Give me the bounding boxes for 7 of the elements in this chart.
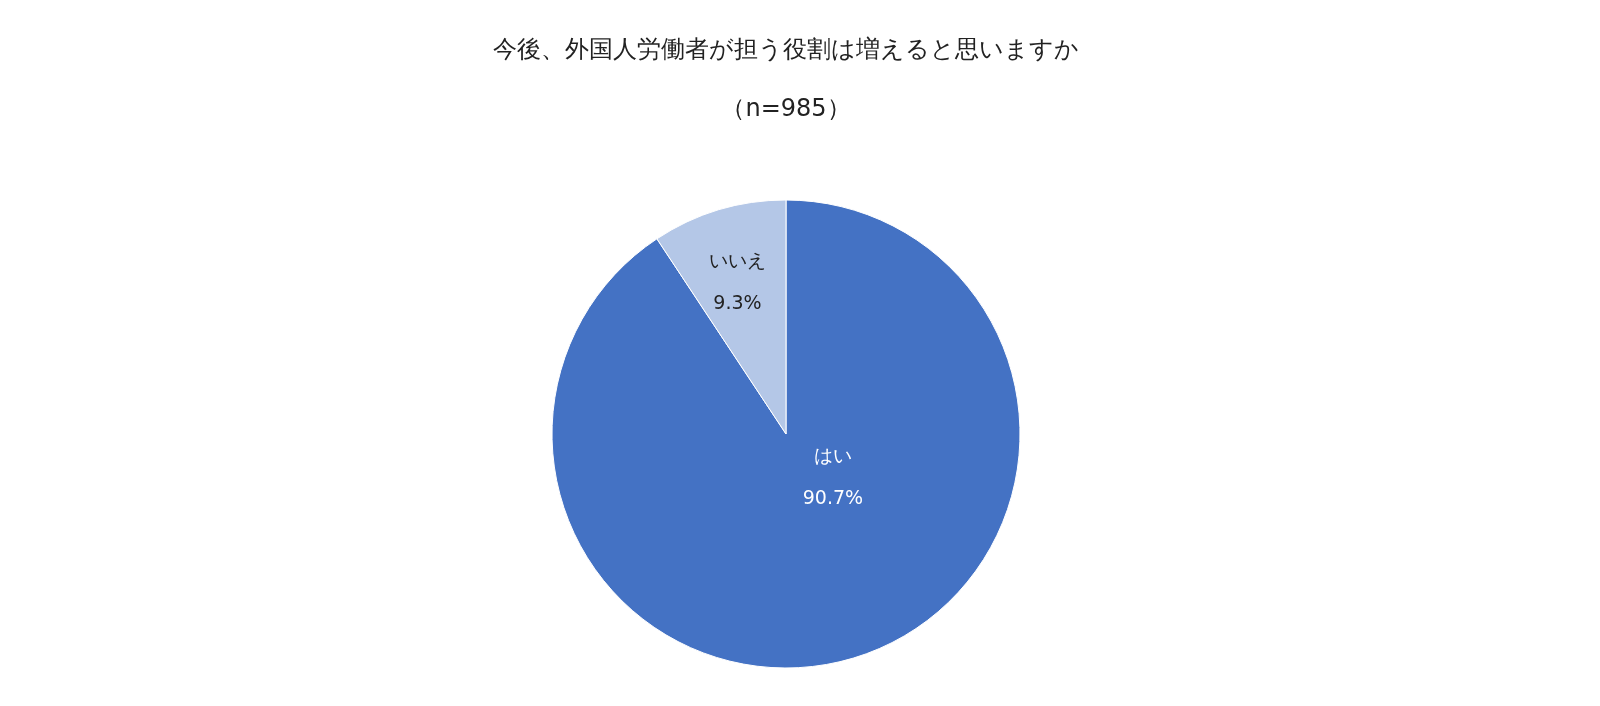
pie-slice <box>551 199 1021 669</box>
data-label: 9.3% <box>713 290 762 313</box>
chart-subtitle: （n=985） <box>721 94 851 122</box>
slice-label: はい <box>813 443 852 466</box>
chart-title: 今後、外国人労働者が担う役割は増えると思いますか <box>493 35 1079 63</box>
data-label: 90.7% <box>802 485 864 508</box>
slice-label: いいえ <box>708 248 766 271</box>
